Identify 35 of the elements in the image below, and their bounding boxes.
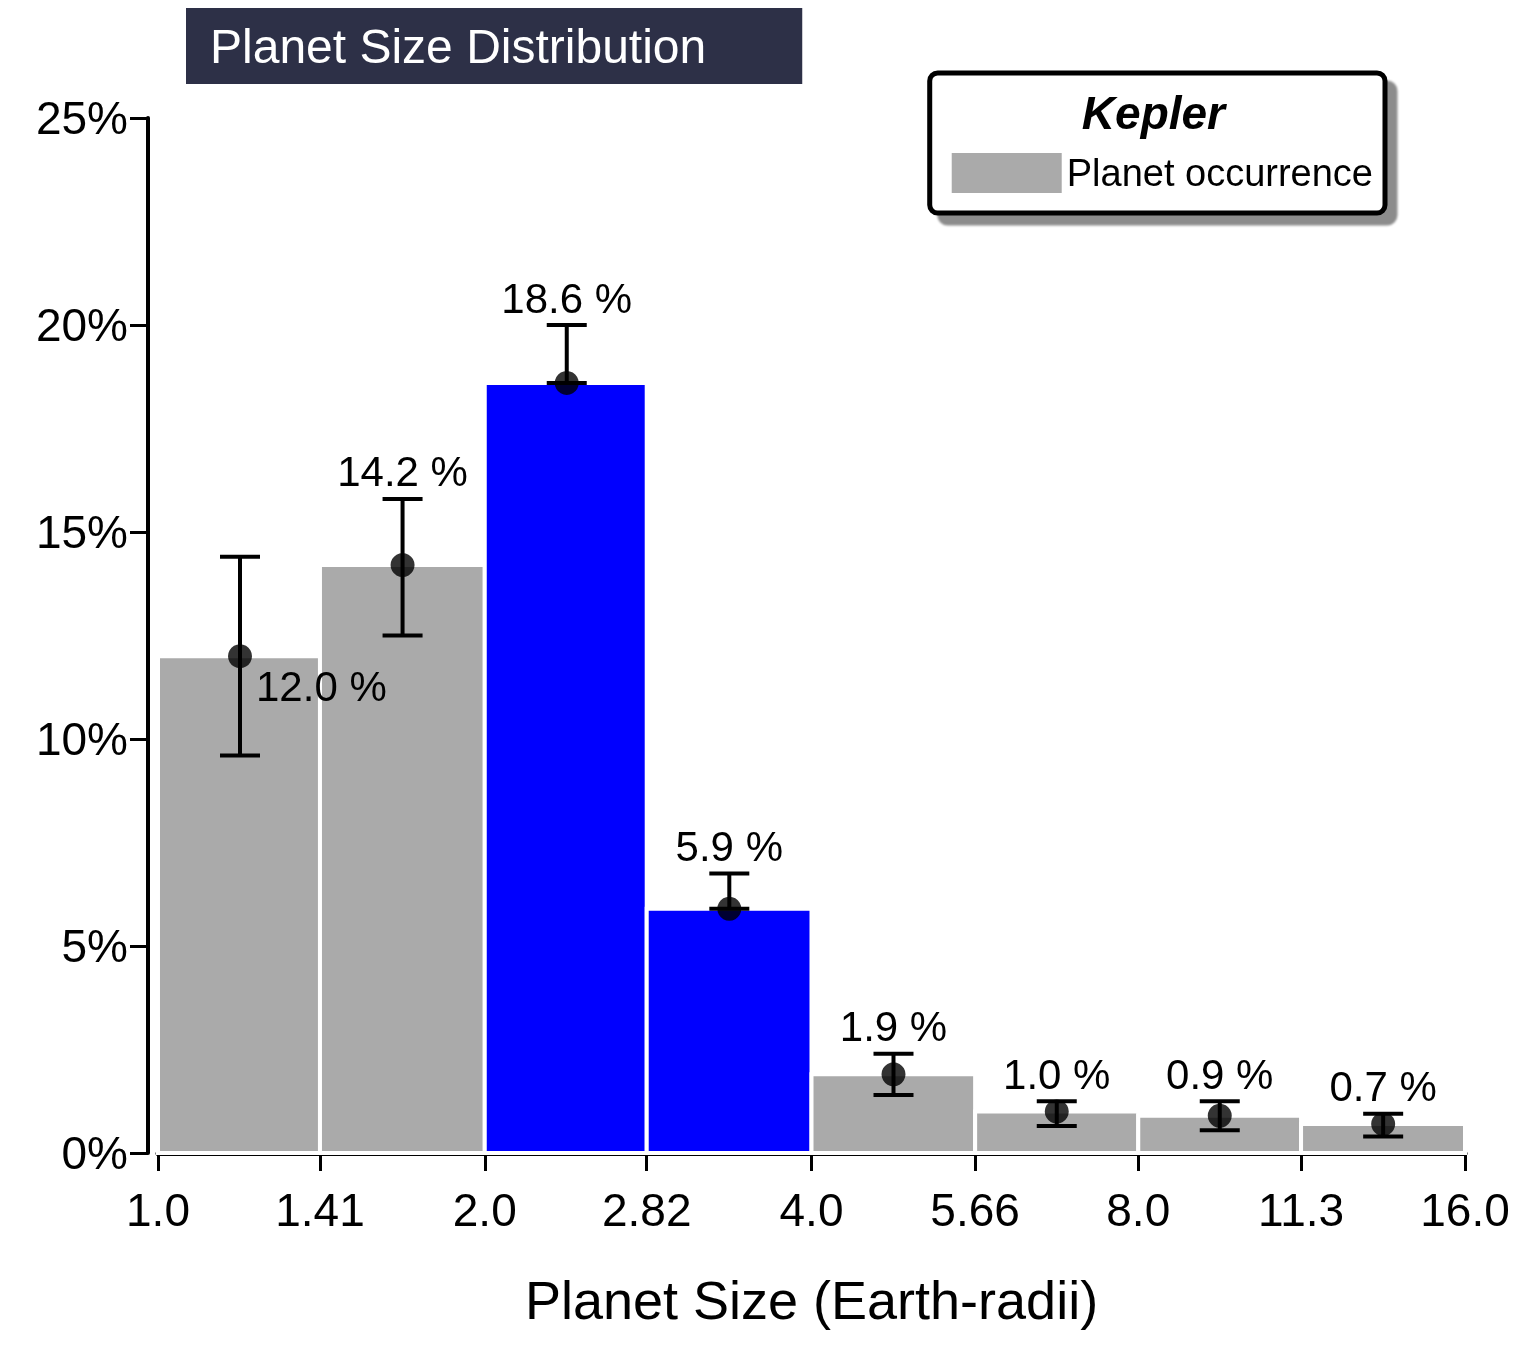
x-tick-label: 2.0 xyxy=(452,1184,517,1236)
y-tick-label: 25% xyxy=(35,92,128,144)
data-label: 18.6 % xyxy=(501,274,633,322)
data-label: 0.7 % xyxy=(1329,1063,1437,1111)
x-tick-label: 1.41 xyxy=(275,1184,365,1236)
x-tick-label: 5.66 xyxy=(930,1184,1020,1236)
point xyxy=(881,1062,906,1087)
point xyxy=(717,896,742,921)
y-tick-label: 20% xyxy=(35,299,128,351)
chart-title: Planet Size Distribution xyxy=(210,19,707,73)
data-label: 0.9 % xyxy=(1166,1050,1274,1098)
x-tick-label: 8.0 xyxy=(1106,1184,1171,1236)
point xyxy=(1207,1103,1232,1128)
point xyxy=(228,644,252,669)
data-label: 14.2 % xyxy=(337,448,468,496)
y-tick-label: 5% xyxy=(61,920,128,972)
y-tick-label: 15% xyxy=(35,506,128,558)
y-tick-label: 0% xyxy=(61,1127,128,1179)
x-tick-label: 1.0 xyxy=(126,1184,190,1236)
x-axis-title: Planet Size (Earth-radii) xyxy=(524,1270,1099,1330)
point xyxy=(1371,1112,1396,1137)
point xyxy=(554,370,579,395)
data-label: 12.0 % xyxy=(256,662,387,710)
x-tick-label: 16.0 xyxy=(1420,1184,1510,1236)
point xyxy=(1044,1099,1069,1124)
data-label: 5.9 % xyxy=(675,823,784,871)
point xyxy=(390,553,415,578)
y-tick-label: 10% xyxy=(35,713,128,765)
data-label: 1.0 % xyxy=(1003,1050,1111,1098)
x-tick-label: 11.3 xyxy=(1257,1184,1345,1236)
x-tick-label: 2.82 xyxy=(601,1184,692,1236)
legend-label: Planet occurrence xyxy=(1066,152,1374,194)
data-label: 1.9 % xyxy=(839,1003,948,1051)
legend-title: Kepler xyxy=(1081,87,1228,139)
x-tick-label: 4.0 xyxy=(779,1184,844,1236)
